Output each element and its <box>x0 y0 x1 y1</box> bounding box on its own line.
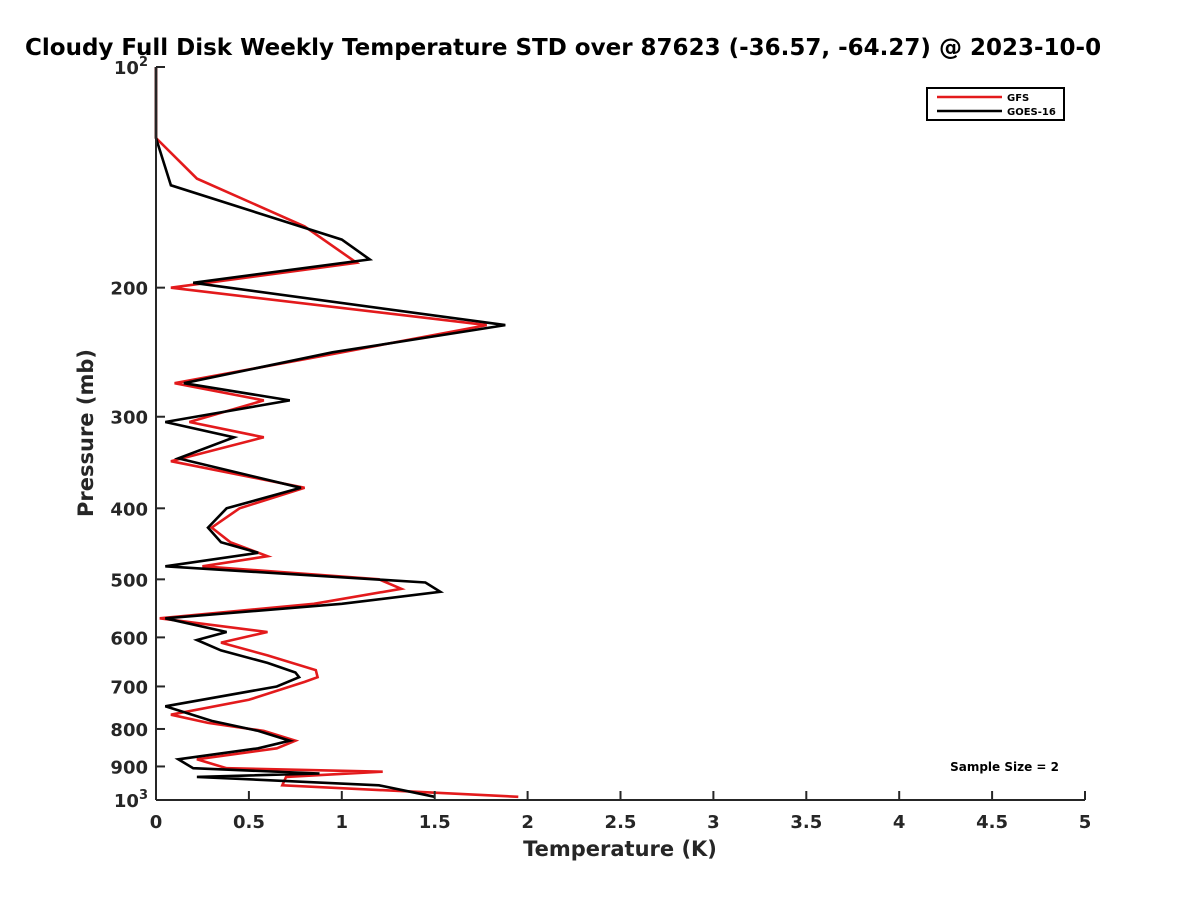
x-tick-label: 5 <box>1079 812 1092 833</box>
y-tick-label: 103 <box>114 788 148 812</box>
x-tick-label: 0 <box>150 812 163 833</box>
x-tick-label: 2 <box>521 812 534 833</box>
x-tick-label: 1.5 <box>419 812 451 833</box>
y-tick-label: 200 <box>110 279 148 300</box>
y-tick-label: 300 <box>110 408 148 429</box>
y-tick-label: 800 <box>110 720 148 741</box>
series-layer <box>154 67 519 799</box>
x-tick-label: 4 <box>893 812 906 833</box>
y-tick-label: 400 <box>110 499 148 520</box>
series-line-goes-16 <box>154 67 506 799</box>
legend-box <box>926 87 1065 121</box>
y-tick-label: 102 <box>114 55 148 79</box>
y-tick-label: 900 <box>110 757 148 778</box>
axes-layer: 0 0.5 1 1.5 2 2.5 3 3.5 4 4.5 5 102 200 300 400 500 600 7… <box>110 55 1091 833</box>
x-axis-label: Temperature (K) <box>523 837 717 861</box>
y-axis-label: Pressure (mb) <box>74 349 98 517</box>
legend-label-gfs: GFS <box>1007 93 1029 104</box>
legend: GFS GOES-16 <box>926 87 1065 121</box>
legend-label-goes-16: GOES-16 <box>1007 107 1056 118</box>
x-tick-label: 3.5 <box>790 812 822 833</box>
x-tick-label: 0.5 <box>233 812 265 833</box>
x-tick-label: 4.5 <box>976 812 1008 833</box>
sample-size-annotation: Sample Size = 2 <box>950 760 1059 774</box>
x-tick-label: 3 <box>707 812 720 833</box>
chart-title: Cloudy Full Disk Weekly Temperature STD … <box>25 35 1101 61</box>
y-tick-label: 600 <box>110 628 148 649</box>
x-tick-label: 1 <box>336 812 349 833</box>
y-tick-label: 500 <box>110 570 148 591</box>
x-tick-label: 2.5 <box>605 812 637 833</box>
y-tick-label: 700 <box>110 677 148 698</box>
